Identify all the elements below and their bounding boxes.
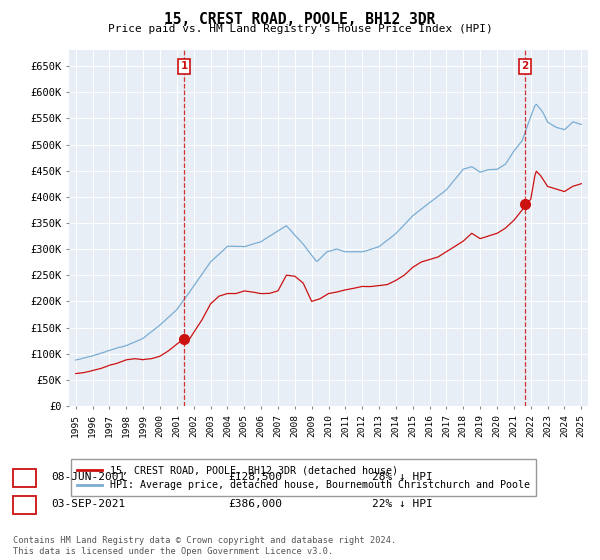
Text: 2: 2 [21,499,28,509]
Text: £386,000: £386,000 [228,499,282,509]
Text: 08-JUN-2001: 08-JUN-2001 [51,472,125,482]
Text: 03-SEP-2021: 03-SEP-2021 [51,499,125,509]
Text: 28% ↓ HPI: 28% ↓ HPI [372,472,433,482]
Text: 1: 1 [181,62,188,72]
Text: Contains HM Land Registry data © Crown copyright and database right 2024.
This d: Contains HM Land Registry data © Crown c… [13,536,397,556]
Text: 2: 2 [521,62,529,72]
Legend: 15, CREST ROAD, POOLE, BH12 3DR (detached house), HPI: Average price, detached h: 15, CREST ROAD, POOLE, BH12 3DR (detache… [71,459,536,496]
Text: 22% ↓ HPI: 22% ↓ HPI [372,499,433,509]
Text: 1: 1 [21,472,28,482]
Text: 15, CREST ROAD, POOLE, BH12 3DR: 15, CREST ROAD, POOLE, BH12 3DR [164,12,436,27]
Text: Price paid vs. HM Land Registry's House Price Index (HPI): Price paid vs. HM Land Registry's House … [107,24,493,34]
Text: £128,500: £128,500 [228,472,282,482]
